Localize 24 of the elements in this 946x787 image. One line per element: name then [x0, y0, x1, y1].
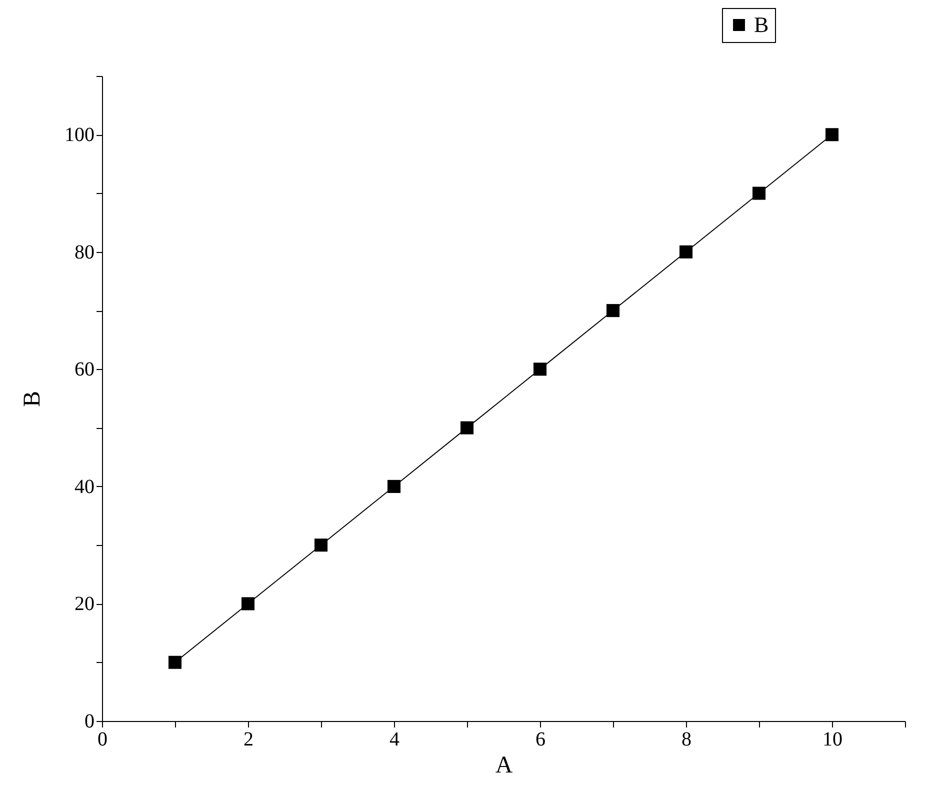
x-tick-label: 8 [682, 728, 692, 750]
y-tick-label: 100 [64, 124, 94, 146]
y-tick-label: 80 [74, 241, 94, 264]
x-tick-label: 6 [536, 728, 546, 750]
point [533, 362, 547, 376]
legend-label: B [754, 12, 769, 37]
point [241, 597, 255, 610]
x-axis-title: A [495, 752, 514, 778]
y-tick-label: 40 [74, 476, 94, 498]
point [825, 128, 839, 142]
point [606, 304, 620, 318]
x-tick-label: 4 [390, 728, 400, 750]
point [679, 245, 693, 258]
point [168, 656, 182, 669]
point [314, 538, 328, 552]
y-tick-label: 60 [74, 358, 94, 381]
point [752, 186, 766, 200]
y-axis-title: B [20, 390, 46, 408]
point [460, 421, 474, 434]
point [387, 480, 401, 493]
y-tick-label: 20 [74, 593, 94, 616]
x-tick-label: 10 [822, 728, 842, 750]
x-tick-label: 2 [244, 728, 254, 750]
y-tick-label: 0 [84, 710, 94, 732]
